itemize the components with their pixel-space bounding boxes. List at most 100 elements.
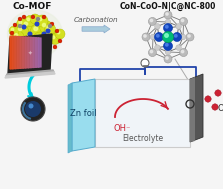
Circle shape bbox=[36, 15, 48, 27]
Circle shape bbox=[29, 104, 33, 108]
Circle shape bbox=[164, 11, 172, 19]
Circle shape bbox=[181, 19, 184, 22]
Polygon shape bbox=[25, 37, 28, 68]
Polygon shape bbox=[72, 79, 95, 151]
Circle shape bbox=[45, 23, 56, 35]
Circle shape bbox=[150, 19, 153, 22]
Circle shape bbox=[165, 43, 168, 46]
Circle shape bbox=[155, 45, 160, 50]
Circle shape bbox=[175, 35, 177, 37]
Circle shape bbox=[149, 17, 157, 26]
Circle shape bbox=[48, 42, 52, 46]
Circle shape bbox=[165, 26, 168, 28]
Circle shape bbox=[141, 59, 149, 67]
Circle shape bbox=[19, 27, 22, 31]
Circle shape bbox=[163, 42, 173, 50]
Polygon shape bbox=[190, 74, 203, 142]
Circle shape bbox=[188, 35, 190, 37]
Polygon shape bbox=[5, 72, 55, 78]
Circle shape bbox=[173, 33, 182, 42]
Circle shape bbox=[12, 31, 24, 43]
Text: ✦: ✦ bbox=[28, 50, 32, 56]
Circle shape bbox=[32, 16, 35, 19]
Circle shape bbox=[47, 26, 50, 29]
Polygon shape bbox=[6, 70, 54, 76]
Circle shape bbox=[150, 34, 156, 40]
Circle shape bbox=[41, 43, 43, 46]
Circle shape bbox=[30, 40, 34, 44]
Circle shape bbox=[21, 97, 45, 121]
Circle shape bbox=[15, 34, 18, 37]
Circle shape bbox=[53, 45, 57, 49]
Circle shape bbox=[37, 18, 39, 20]
Circle shape bbox=[55, 29, 65, 39]
Circle shape bbox=[44, 49, 48, 53]
Circle shape bbox=[144, 35, 146, 37]
Circle shape bbox=[9, 26, 19, 36]
Circle shape bbox=[39, 20, 52, 33]
Circle shape bbox=[50, 22, 54, 26]
Circle shape bbox=[42, 15, 46, 19]
Circle shape bbox=[155, 24, 160, 29]
Circle shape bbox=[21, 19, 35, 33]
Circle shape bbox=[24, 47, 28, 51]
Polygon shape bbox=[10, 36, 12, 69]
Circle shape bbox=[157, 35, 159, 37]
Circle shape bbox=[39, 33, 52, 46]
Circle shape bbox=[42, 23, 46, 27]
Circle shape bbox=[181, 50, 184, 53]
Polygon shape bbox=[33, 37, 36, 67]
Circle shape bbox=[166, 57, 168, 59]
Circle shape bbox=[34, 50, 38, 54]
Circle shape bbox=[30, 14, 40, 24]
Circle shape bbox=[180, 34, 186, 40]
Text: Co-MOF: Co-MOF bbox=[12, 2, 52, 11]
Circle shape bbox=[165, 49, 171, 55]
Circle shape bbox=[164, 55, 172, 63]
Circle shape bbox=[47, 31, 50, 34]
Circle shape bbox=[31, 23, 45, 39]
Circle shape bbox=[28, 32, 32, 36]
Circle shape bbox=[42, 35, 46, 39]
Circle shape bbox=[16, 25, 29, 37]
Circle shape bbox=[155, 33, 163, 42]
Circle shape bbox=[205, 96, 211, 102]
FancyArrow shape bbox=[82, 25, 110, 33]
Polygon shape bbox=[36, 38, 38, 67]
Circle shape bbox=[142, 33, 150, 41]
Circle shape bbox=[31, 15, 35, 19]
Polygon shape bbox=[8, 34, 52, 74]
Circle shape bbox=[10, 31, 14, 35]
Circle shape bbox=[25, 15, 35, 26]
Circle shape bbox=[212, 104, 218, 110]
Circle shape bbox=[17, 19, 27, 29]
Circle shape bbox=[19, 25, 21, 28]
Ellipse shape bbox=[8, 10, 62, 58]
Polygon shape bbox=[18, 36, 20, 68]
Circle shape bbox=[52, 36, 55, 39]
Polygon shape bbox=[190, 77, 195, 142]
Polygon shape bbox=[31, 37, 33, 68]
Circle shape bbox=[57, 31, 60, 34]
Text: Electrolyte: Electrolyte bbox=[122, 134, 163, 143]
Circle shape bbox=[29, 40, 41, 53]
Circle shape bbox=[180, 49, 188, 57]
Circle shape bbox=[58, 39, 62, 43]
Circle shape bbox=[34, 27, 38, 31]
Circle shape bbox=[150, 50, 153, 53]
Circle shape bbox=[19, 21, 22, 24]
Circle shape bbox=[25, 41, 28, 44]
Polygon shape bbox=[20, 37, 23, 68]
Circle shape bbox=[149, 49, 157, 57]
Circle shape bbox=[180, 17, 188, 26]
Text: Zn foil: Zn foil bbox=[70, 108, 96, 118]
Text: OH⁻: OH⁻ bbox=[113, 124, 131, 133]
Polygon shape bbox=[15, 36, 18, 69]
Circle shape bbox=[13, 23, 17, 27]
Circle shape bbox=[22, 38, 34, 50]
Circle shape bbox=[165, 34, 168, 37]
Circle shape bbox=[44, 28, 56, 40]
Circle shape bbox=[40, 45, 44, 49]
Circle shape bbox=[55, 29, 59, 33]
Circle shape bbox=[25, 37, 27, 40]
